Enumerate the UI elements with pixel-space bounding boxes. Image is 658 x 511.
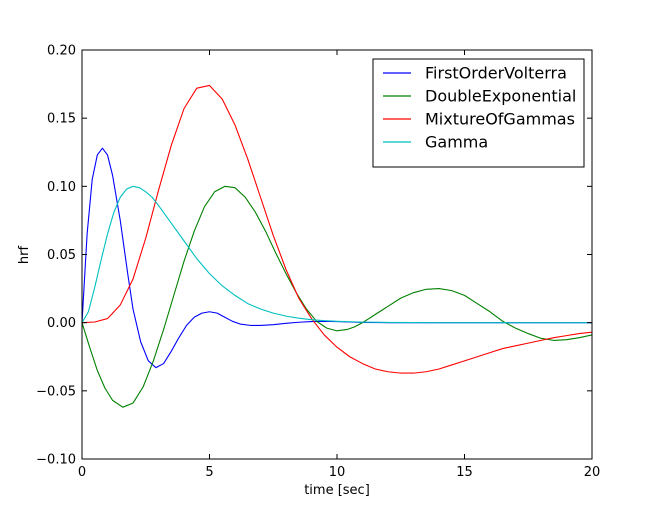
x-axis-label: time [sec] <box>304 483 370 498</box>
y-axis-label: hrf <box>17 246 32 265</box>
y-tick-label: 0.15 <box>47 112 76 127</box>
legend-entry: MixtureOfGammas <box>425 110 575 129</box>
legend: FirstOrderVolterra DoubleExponential Mixtu… <box>372 58 585 168</box>
y-tick-label: 0.20 <box>47 44 76 59</box>
y-tick-label: 0.05 <box>47 248 76 263</box>
y-tick-label: 0.10 <box>47 180 76 195</box>
x-tick-label: 10 <box>329 465 346 480</box>
series-line-double-exponential <box>82 185 592 408</box>
legend-entry: FirstOrderVolterra <box>425 64 567 83</box>
legend-entry: DoubleExponential <box>425 87 576 106</box>
y-tick-label: 0.00 <box>47 316 76 331</box>
x-tick-label: 5 <box>205 465 213 480</box>
y-tick-label: −0.05 <box>36 384 76 399</box>
x-tick-label: 15 <box>456 465 473 480</box>
x-tick-label: 0 <box>78 465 86 480</box>
series-line-mixture-of-gammas <box>82 84 592 374</box>
series-line-gamma <box>82 185 592 324</box>
x-tick-label: 20 <box>584 465 601 480</box>
axis-ticks: 0 5 10 15 20 −0.10 −0.05 0.00 0.05 0.10 0.15 0.20 <box>36 44 600 481</box>
legend-box <box>372 58 585 168</box>
series-lines <box>82 84 592 408</box>
legend-entry: Gamma <box>425 133 488 152</box>
y-tick-label: −0.10 <box>36 453 76 468</box>
plot-area <box>81 49 593 460</box>
